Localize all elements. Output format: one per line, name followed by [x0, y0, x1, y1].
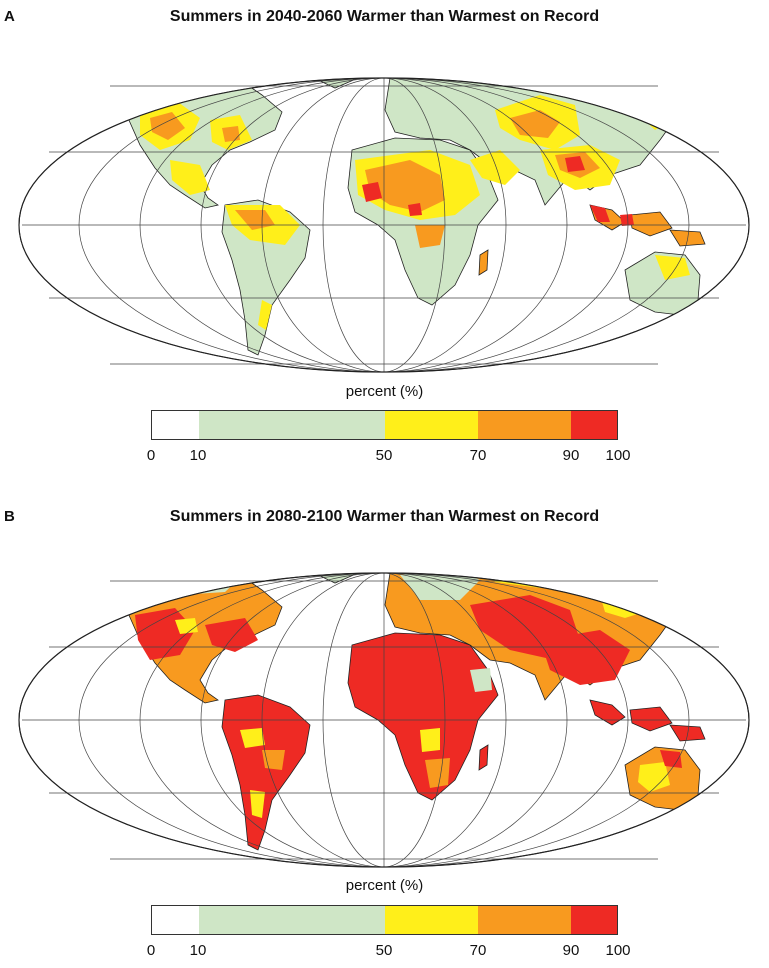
legend-tick: 0: [146, 447, 156, 464]
warming-patches: [140, 78, 690, 330]
legend-tick: 10: [189, 942, 207, 959]
legend-title: percent (%): [345, 383, 424, 400]
legend-tick: 10: [189, 447, 207, 464]
africa-land: [347, 632, 499, 801]
legend-swatch: [198, 411, 385, 439]
legend-tick: 90: [562, 942, 580, 959]
legend-tick: 90: [562, 447, 580, 464]
legend-swatch: [384, 411, 478, 439]
legend-swatch: [198, 906, 385, 934]
map-title: Summers in 2080-2100 Warmer than Warmest…: [169, 508, 600, 525]
legend-title: percent (%): [345, 877, 424, 894]
panel-b: B Summers in 2080-2100 Warmer than Warme…: [0, 500, 769, 968]
new-zealand-land: [711, 806, 731, 831]
legend-tick: 100: [605, 942, 631, 959]
panel-letter: A: [4, 8, 15, 25]
world-map: [18, 572, 750, 868]
legend-swatch: [570, 906, 617, 934]
southeast-asia-islands: [589, 699, 706, 742]
legend-swatch: [152, 411, 199, 439]
legend-swatch: [477, 411, 571, 439]
new-zealand-land: [711, 311, 731, 336]
legend-tick: 100: [605, 447, 631, 464]
legend-swatch: [152, 906, 199, 934]
madagascar-land: [478, 249, 489, 276]
legend-tick: 50: [375, 942, 393, 959]
color-legend: [151, 410, 618, 440]
color-legend: [151, 905, 618, 935]
legend-swatch: [477, 906, 571, 934]
madagascar-land: [478, 744, 489, 771]
panel-a: A Summers in 2040-2060 Warmer than Warme…: [4, 8, 750, 464]
legend-tick: 70: [469, 942, 487, 959]
legend-tick: 0: [146, 942, 156, 959]
legend-swatch: [384, 906, 478, 934]
legend-tick: 70: [469, 447, 487, 464]
legend-tick: 50: [375, 447, 393, 464]
panel-letter: B: [4, 508, 15, 525]
map-title: Summers in 2040-2060 Warmer than Warmest…: [169, 8, 600, 25]
southeast-asia-islands: [589, 204, 706, 247]
legend-swatch: [570, 411, 617, 439]
world-map: [18, 77, 750, 373]
